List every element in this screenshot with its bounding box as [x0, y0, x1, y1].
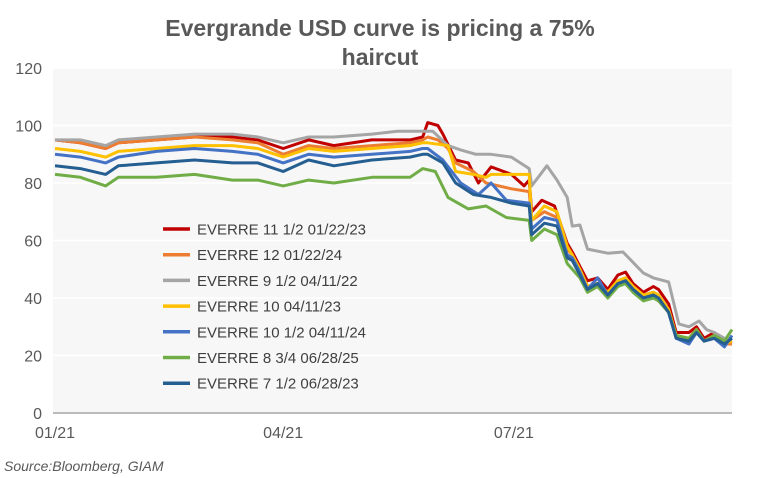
- legend-label: EVERRE 11 1/2 01/22/23: [197, 222, 366, 239]
- y-tick-label: 20: [24, 349, 42, 366]
- y-tick-label: 40: [24, 291, 42, 308]
- x-tick-label: 07/21: [494, 425, 534, 442]
- chart-title-line-1: Evergrande USD curve is pricing a 75%: [165, 15, 595, 41]
- legend-label: EVERRE 12 01/22/24: [197, 247, 342, 264]
- series-line: [54, 152, 733, 346]
- legend-label: EVERRE 10 04/11/23: [197, 299, 341, 316]
- source-note: Source:Bloomberg, GIAM: [4, 458, 164, 474]
- y-tick-label: 0: [33, 406, 42, 423]
- legend-label: EVERRE 8 3/4 06/28/25: [197, 350, 359, 367]
- y-tick-label: 100: [15, 119, 42, 136]
- y-tick-label: 60: [24, 234, 42, 251]
- series-line: [54, 141, 733, 346]
- x-tick-label: 04/21: [263, 425, 303, 442]
- y-tick-label: 120: [15, 61, 42, 78]
- legend-label: EVERRE 9 1/2 04/11/22: [197, 273, 358, 290]
- chart-title-line-2: haircut: [342, 44, 419, 70]
- legend-label: EVERRE 10 1/2 04/11/24: [197, 324, 366, 341]
- legend-label: EVERRE 7 1/2 06/28/23: [197, 376, 359, 393]
- y-tick-label: 80: [24, 176, 42, 193]
- x-tick-label: 01/21: [35, 425, 75, 442]
- series-line: [55, 129, 733, 342]
